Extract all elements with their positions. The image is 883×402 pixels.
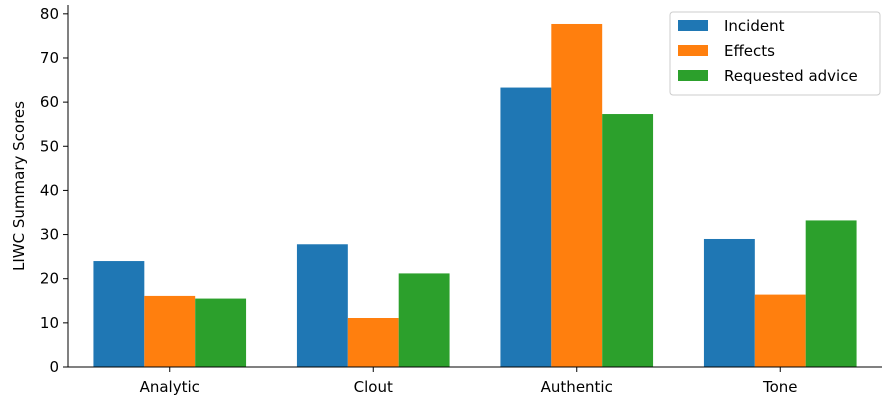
bar-clout-requested-advice (398, 273, 450, 367)
x-tick-label: Analytic (140, 378, 200, 396)
x-tick-label: Clout (354, 378, 393, 396)
bar-authentic-requested-advice (602, 114, 654, 367)
x-tick-label: Authentic (541, 378, 613, 396)
x-tick-label: Tone (762, 378, 798, 396)
bar-tone-incident (703, 238, 755, 367)
y-tick-label: 50 (40, 137, 59, 155)
y-tick-label: 20 (40, 270, 59, 288)
y-tick-label: 10 (40, 314, 59, 332)
y-tick-label: 0 (49, 358, 59, 376)
bar-authentic-incident (500, 87, 552, 368)
legend: Incident Effects Requested advice (669, 11, 881, 96)
bar-clout-effects (347, 318, 399, 367)
legend-label: Incident (724, 17, 785, 35)
bar-authentic-effects (551, 23, 603, 367)
bars-layer (93, 23, 857, 368)
y-tick-label: 70 (40, 49, 59, 67)
y-tick-label: 30 (40, 226, 59, 244)
bar-tone-effects (754, 294, 806, 367)
axes-layer: 0 10 20 30 40 50 60 70 80 Analytic Clout Authentic T… (40, 5, 882, 396)
legend-label: Effects (724, 42, 775, 60)
legend-swatch (678, 45, 708, 56)
y-tick-label: 60 (40, 93, 59, 111)
y-tick-label: 80 (40, 5, 59, 23)
legend-swatch (678, 70, 708, 81)
bar-analytic-effects (144, 295, 196, 367)
y-tick-label: 40 (40, 181, 59, 199)
bar-analytic-incident (93, 261, 145, 367)
legend-swatch (678, 20, 708, 31)
bar-analytic-requested-advice (195, 298, 247, 367)
bar-clout-incident (296, 244, 348, 367)
bar-tone-requested-advice (805, 220, 857, 367)
y-axis-label: LIWC Summary Scores (10, 101, 28, 271)
legend-frame (669, 11, 881, 96)
legend-label: Requested advice (724, 67, 858, 85)
